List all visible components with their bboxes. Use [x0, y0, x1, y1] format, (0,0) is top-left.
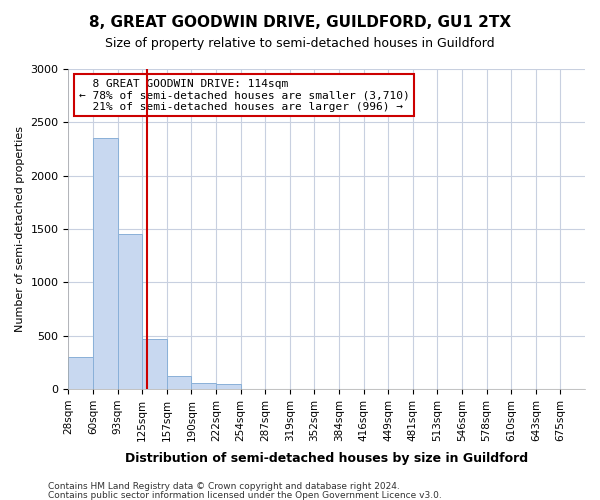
Bar [216, 384, 241, 389]
Y-axis label: Number of semi-detached properties: Number of semi-detached properties [15, 126, 25, 332]
Bar [142, 339, 167, 389]
Bar [93, 138, 118, 389]
Text: Contains public sector information licensed under the Open Government Licence v3: Contains public sector information licen… [48, 490, 442, 500]
Text: Size of property relative to semi-detached houses in Guildford: Size of property relative to semi-detach… [105, 38, 495, 51]
Text: 8 GREAT GOODWIN DRIVE: 114sqm
← 78% of semi-detached houses are smaller (3,710)
: 8 GREAT GOODWIN DRIVE: 114sqm ← 78% of s… [79, 78, 409, 112]
X-axis label: Distribution of semi-detached houses by size in Guildford: Distribution of semi-detached houses by … [125, 452, 528, 465]
Bar [68, 357, 93, 389]
Text: 8, GREAT GOODWIN DRIVE, GUILDFORD, GU1 2TX: 8, GREAT GOODWIN DRIVE, GUILDFORD, GU1 2… [89, 15, 511, 30]
Text: Contains HM Land Registry data © Crown copyright and database right 2024.: Contains HM Land Registry data © Crown c… [48, 482, 400, 491]
Bar [167, 376, 191, 389]
Bar [118, 234, 142, 389]
Bar [191, 383, 216, 389]
